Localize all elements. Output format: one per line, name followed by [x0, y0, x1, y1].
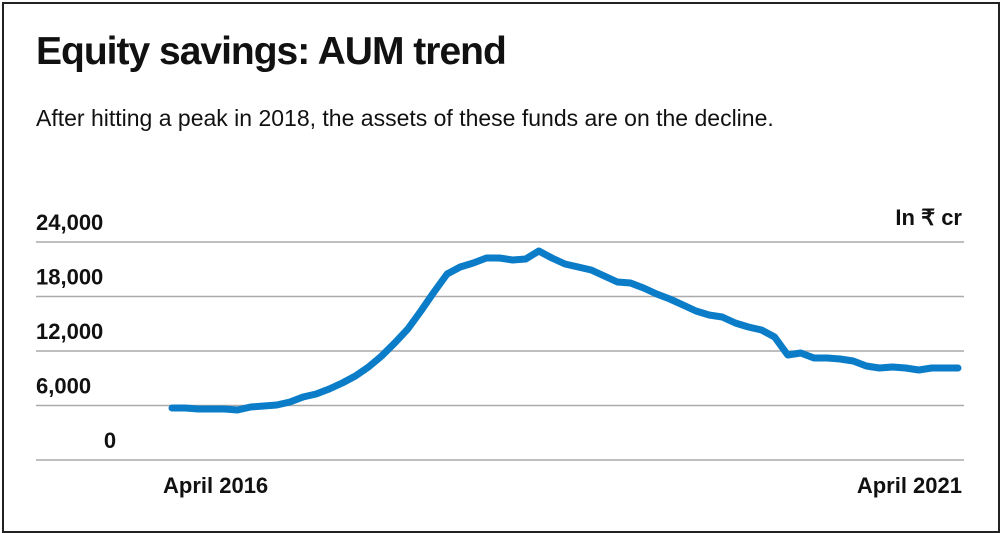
- y-tick-label: 0: [104, 428, 116, 453]
- x-tick-label: April 2016: [163, 473, 268, 498]
- y-tick-label: 24,000: [36, 210, 103, 235]
- y-tick-label: 12,000: [36, 319, 103, 344]
- y-tick-label: 18,000: [36, 265, 103, 290]
- x-tick-label: April 2021: [857, 473, 962, 498]
- chart-subtitle: After hitting a peak in 2018, the assets…: [36, 105, 774, 131]
- line-series: [168, 247, 962, 414]
- unit-label: In ₹ cr: [895, 205, 962, 230]
- chart-title: Equity savings: AUM trend: [36, 30, 507, 73]
- y-tick-label: 6,000: [36, 374, 91, 399]
